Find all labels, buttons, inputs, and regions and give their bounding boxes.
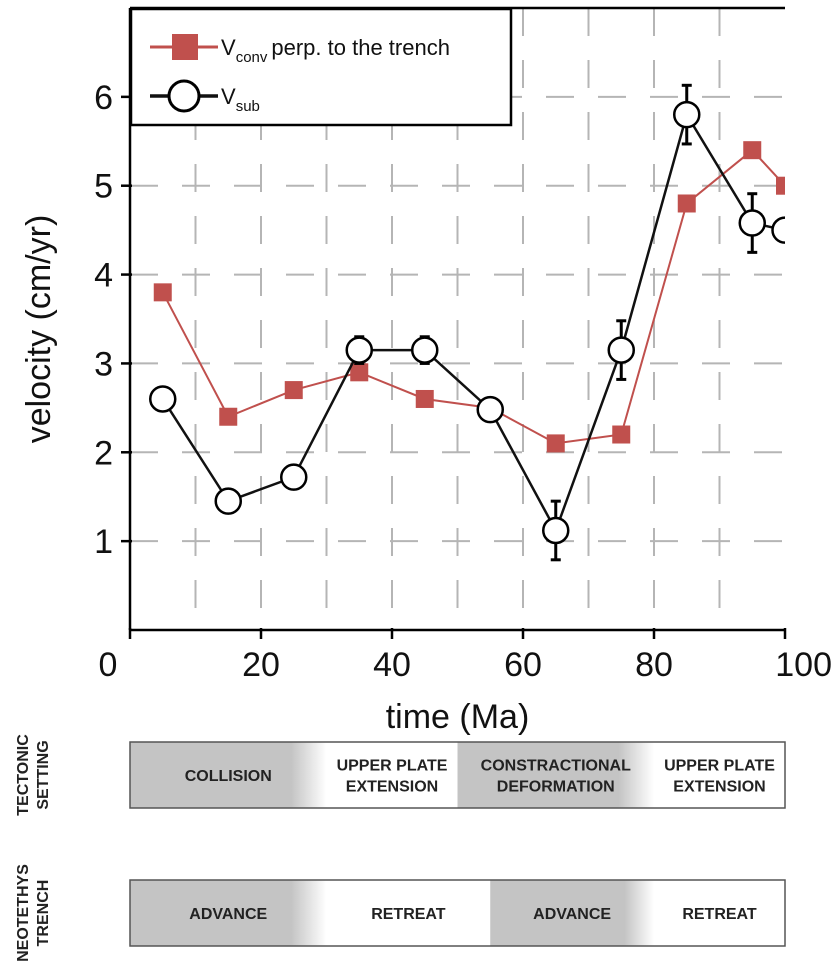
data-point-square [219, 407, 238, 426]
x-axis-title: time (Ma) [386, 698, 530, 736]
data-point-square [284, 381, 303, 400]
series [149, 83, 785, 562]
band-segment-label: RETREAT [682, 906, 757, 923]
x-tick-label: 40 [373, 646, 411, 684]
x-tick-label: 20 [242, 646, 280, 684]
series-line [161, 111, 785, 534]
band-segment-label: UPPER PLATE [664, 758, 775, 775]
band-frame [129, 741, 786, 809]
legend-swatch-square [172, 34, 198, 60]
setting-bands: COLLISION UPPER PLATE EXTENSION CONSTRACTIO… [15, 734, 786, 962]
band-segment-label: EXTENSION [346, 779, 438, 796]
data-point-circle [280, 463, 308, 491]
data-point-circle [542, 516, 570, 545]
y-tick-label: 4 [94, 257, 113, 295]
data-point-circle [345, 336, 373, 364]
band-segment-label: RETREAT [371, 906, 446, 923]
data-point-circle [673, 100, 701, 129]
series-line [161, 148, 785, 445]
x-tick-label: 60 [504, 646, 542, 684]
band-segment-label: DEFORMATION [497, 779, 615, 796]
x-tick-label: 80 [635, 646, 673, 684]
data-point-square [612, 425, 631, 444]
axes: 0 20 40 60 80 100 1 2 3 4 5 6 time (Ma) velocity (cm/… [20, 6, 832, 736]
data-point-circle [411, 336, 439, 364]
data-point-circle [476, 395, 504, 424]
band-row-label: NEOTETHYS [15, 864, 32, 962]
band-segment-label: COLLISION [185, 768, 272, 785]
setting-band: ADVANCE RETREAT ADVANCE RETREAT NEOTETHYS TRE… [15, 864, 786, 962]
y-tick-label: 3 [94, 345, 113, 383]
band-frame [129, 879, 786, 947]
band-row-label: TECTONIC [15, 734, 32, 816]
y-tick-label: 2 [94, 434, 113, 472]
data-point-square [546, 434, 565, 453]
band-segment-label: ADVANCE [189, 906, 267, 923]
band-row-label: TRENCH [35, 880, 52, 947]
band-segment-label: ADVANCE [533, 906, 611, 923]
legend: Vconv perp. to the trench Vsub [129, 7, 513, 127]
band-shade [130, 880, 327, 946]
data-point-circle [214, 487, 242, 515]
band-segment-label: CONSTRACTIONAL [481, 758, 631, 775]
data-point-square [153, 283, 172, 302]
y-tick-label: 1 [94, 523, 113, 561]
y-tick-label: 6 [94, 79, 113, 117]
data-point-square [350, 363, 369, 382]
setting-band: COLLISION UPPER PLATE EXTENSION CONSTRACTIO… [15, 734, 786, 816]
band-row-label: SETTING [35, 740, 52, 809]
band-shade [457, 742, 654, 808]
data-point-square [677, 194, 696, 213]
band-shade [130, 742, 327, 808]
band-segment-label: UPPER PLATE [337, 758, 448, 775]
legend-swatch-circle [167, 79, 201, 113]
band-shade [490, 880, 654, 946]
x-tick-label: 100 [775, 646, 832, 684]
legend-label: Vconv perp. to the trench [221, 35, 450, 66]
data-point-circle [738, 209, 766, 237]
data-point-square [743, 141, 762, 160]
y-tick-label: 5 [94, 168, 113, 206]
data-point-square [415, 389, 434, 408]
data-point-square [776, 176, 785, 195]
data-point-circle [771, 216, 785, 244]
band-segment-label: EXTENSION [673, 779, 765, 796]
x-tick-label: 0 [99, 646, 118, 684]
y-axis-title: velocity (cm/yr) [20, 215, 58, 444]
legend-label: Vsub [221, 84, 260, 115]
data-point-circle [149, 385, 177, 413]
data-point-circle [607, 336, 635, 364]
